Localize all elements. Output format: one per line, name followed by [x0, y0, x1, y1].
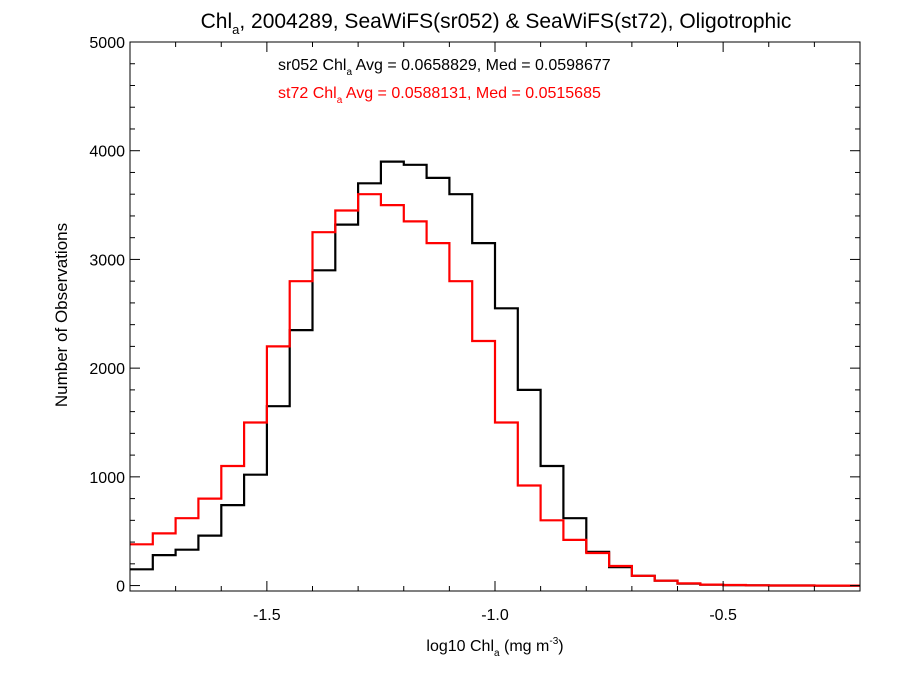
x-axis-label: log10 Chla (mg m-3) [426, 636, 563, 659]
y-tick-label: 5000 [89, 35, 125, 52]
series-line-1 [130, 193, 860, 587]
plot-area: -1.5 -1.0 -0.5 0 1000 2000 3000 4000 5000 [89, 35, 861, 624]
y-axis-label: Number of Observations [52, 223, 71, 407]
plot-frame [129, 41, 861, 592]
chart-title: Chla, 2004289, SeaWiFS(sr052) & SeaWiFS(… [201, 10, 792, 37]
x-tick-label: -1.5 [253, 607, 281, 624]
x-tick-label: -1.0 [481, 607, 509, 624]
x-tick-label: -0.5 [709, 607, 737, 624]
y-tick-label: 1000 [89, 470, 125, 487]
y-tick-label: 3000 [89, 252, 125, 269]
annotation-st72: st72 Chla Avg = 0.0588131, Med = 0.05156… [278, 85, 601, 106]
y-tick-label: 4000 [89, 144, 125, 161]
y-tick-label: 2000 [89, 361, 125, 378]
annotation-sr052: sr052 Chla Avg = 0.0658829, Med = 0.0598… [278, 57, 611, 78]
y-tick-label: 0 [116, 579, 125, 596]
